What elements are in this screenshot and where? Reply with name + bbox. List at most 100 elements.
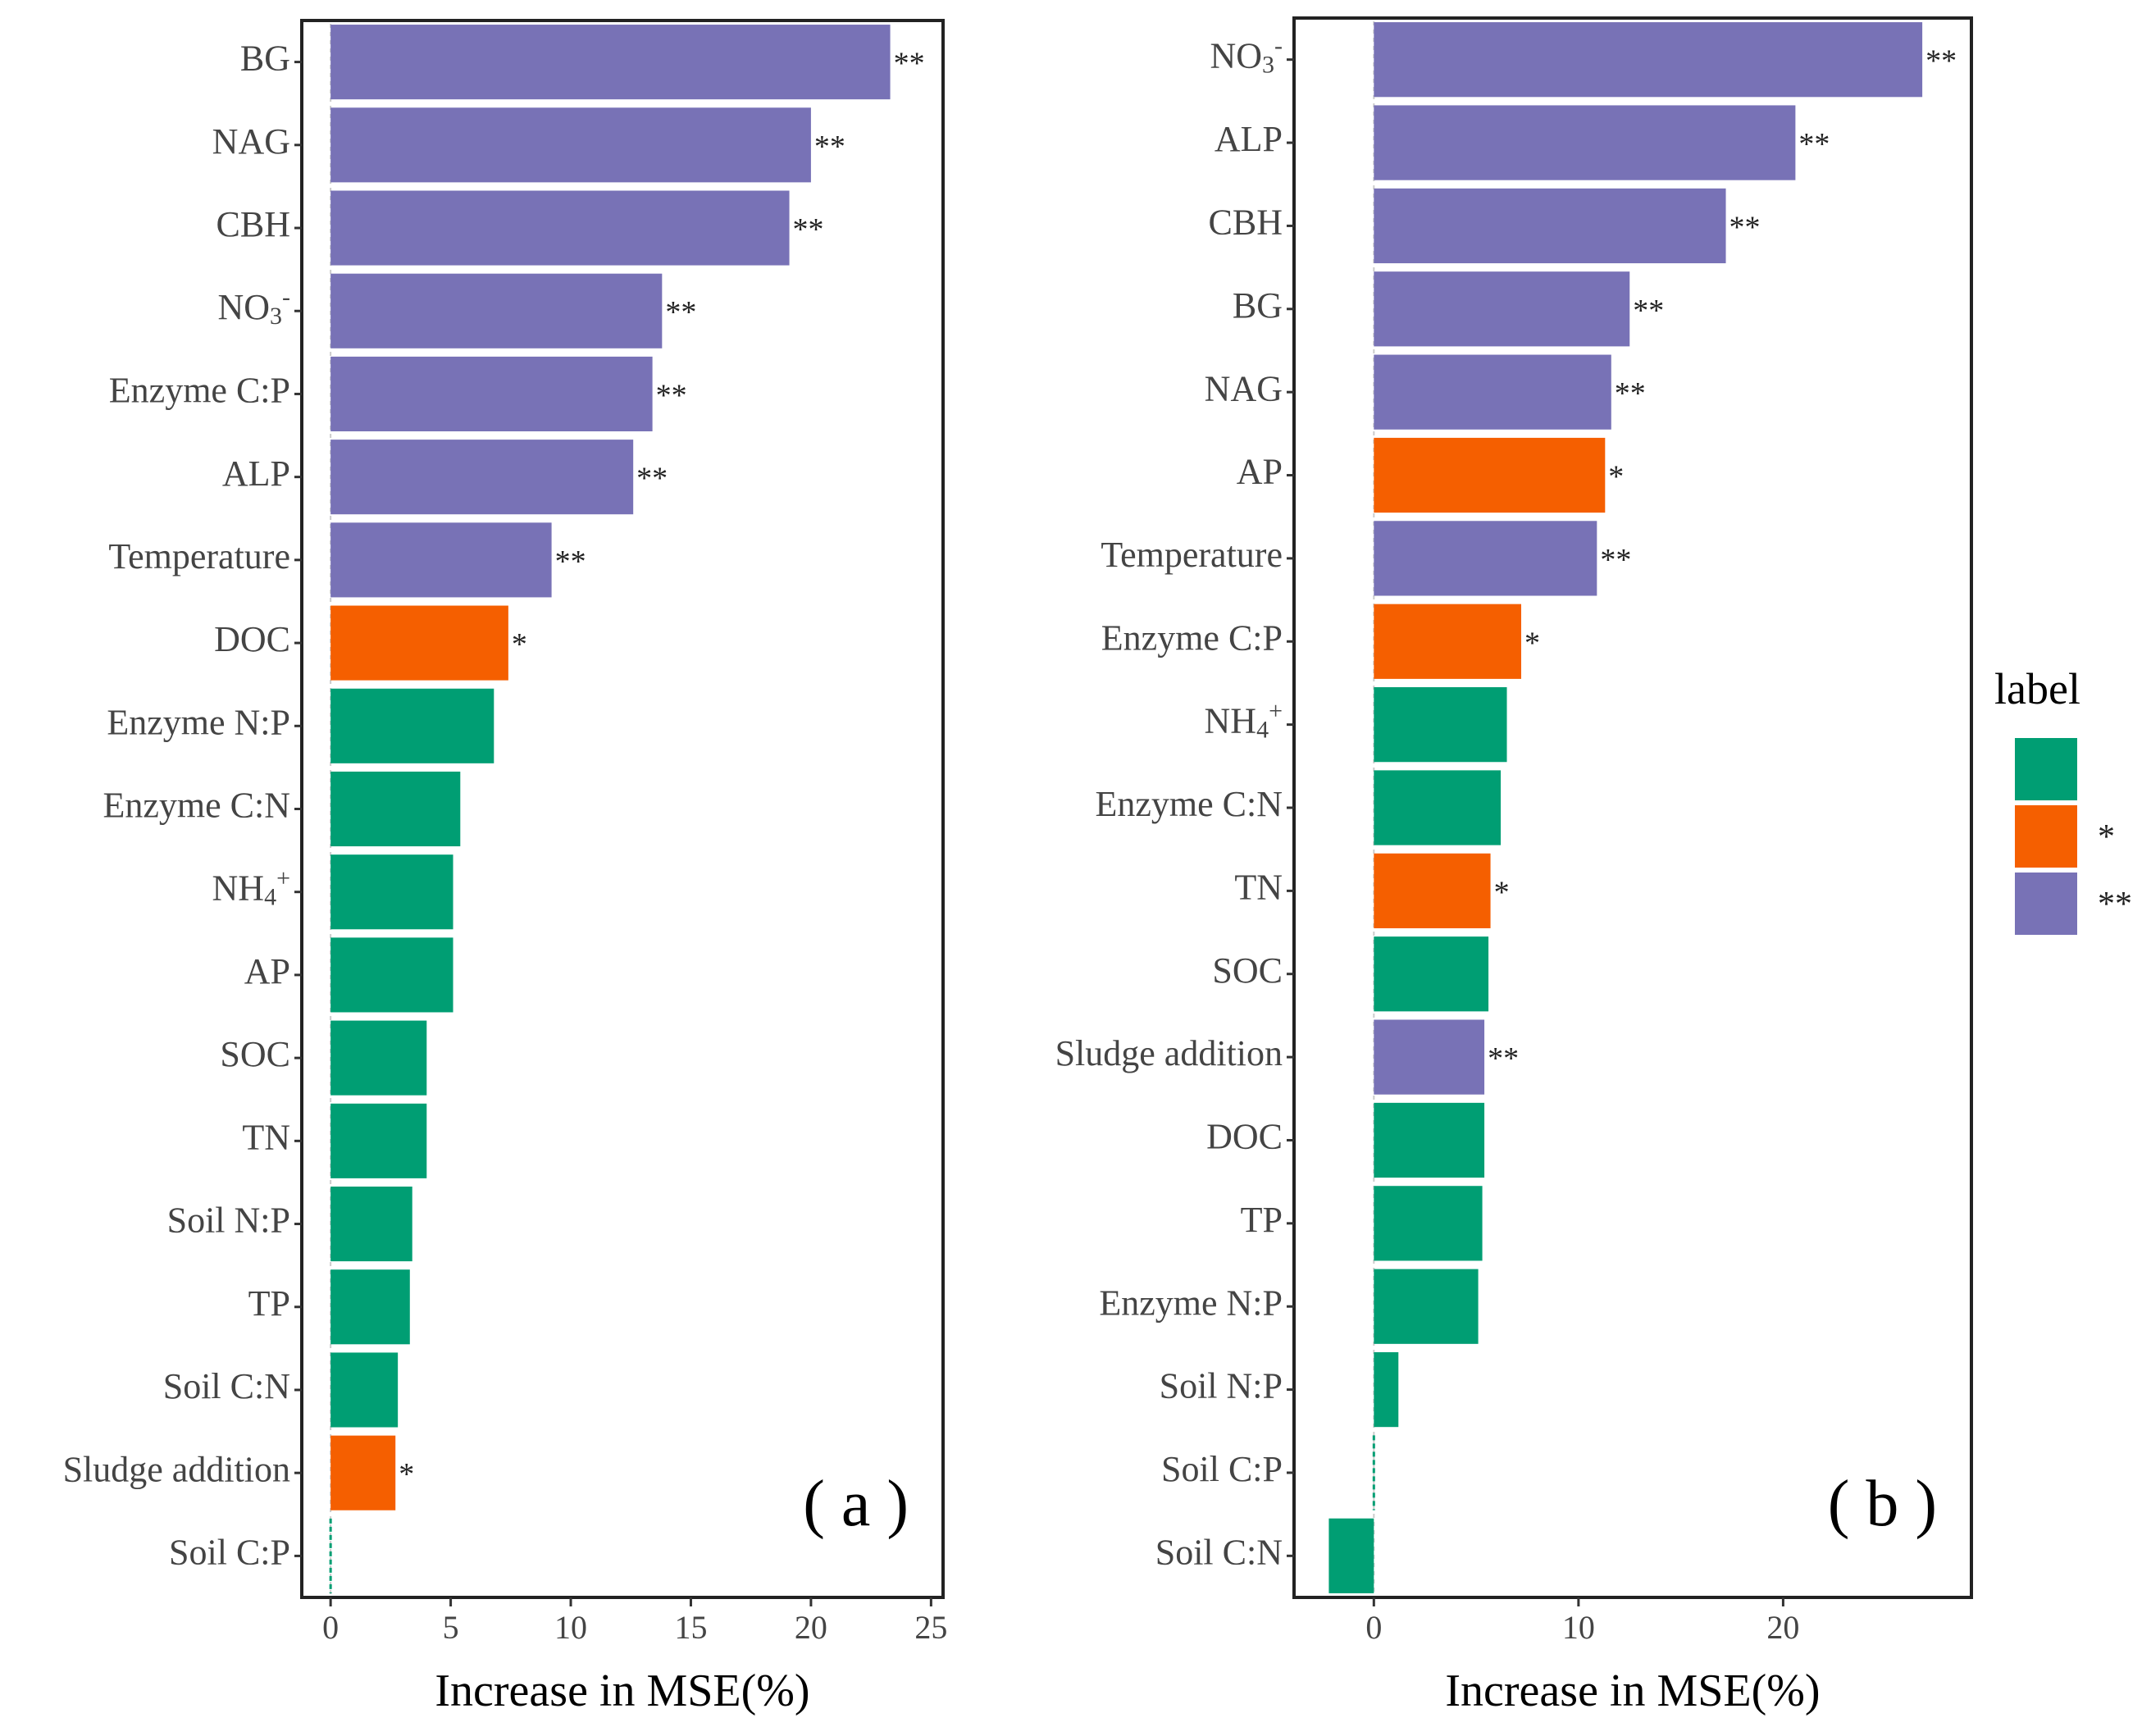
bar-a-bg [330,25,891,100]
sig-label-b-no3: ** [1925,44,1957,79]
sig-label-a-nag: ** [814,130,845,164]
bar-a-enzyme-n-p [330,688,494,763]
xtick-label-a-15: 15 [674,1609,707,1646]
xtick-label-a-20: 20 [795,1609,827,1646]
category-label-b-enzyme-c-n: Enzyme C:N [1095,784,1283,824]
legend: label * ** [1994,664,2132,935]
sig-label-b-temperature: ** [1600,543,1631,577]
bar-a-temperature [330,522,552,598]
bar-b-soil-n-p [1374,1351,1399,1428]
category-label-a-soil-n-p: Soil N:P [167,1201,290,1241]
sig-label-b-alp: ** [1798,127,1830,162]
x-axis-title-b: Increase in MSE(%) [1445,1665,1820,1716]
bar-a-ap [330,937,453,1013]
category-label-b-ap: AP [1237,452,1283,492]
category-label-b-doc: DOC [1206,1117,1283,1157]
category-label-b-tn: TN [1234,867,1283,907]
bar-b-ap [1374,437,1606,513]
sig-label-a-temperature: ** [555,544,586,579]
bar-a-enzyme-c-n [330,771,461,847]
legend-label-one-star: * [2098,818,2115,856]
category-label-a-soc: SOC [220,1034,290,1074]
bar-a-no3 [330,273,663,349]
bar-b-doc [1374,1102,1485,1178]
bar-a-soil-n-p [330,1187,412,1262]
category-label-b-soil-c-p: Soil C:P [1161,1449,1283,1489]
sig-label-a-cbh: ** [793,212,824,247]
xtick-label-b-10: 10 [1562,1609,1595,1646]
legend-title: label [1994,664,2080,713]
x-axis-title-a: Increase in MSE(%) [435,1665,809,1716]
xtick-label-a-25: 25 [914,1609,947,1646]
category-label-b-tp: TP [1241,1200,1283,1240]
category-label-a-no3: NO3- [217,285,290,330]
bar-a-nh4 [330,854,453,930]
legend-label-two-star: ** [2098,886,2132,923]
legend-swatch-none [2015,738,2077,800]
sig-label-b-nag: ** [1615,376,1646,411]
bar-b-bg [1374,271,1630,347]
bar-a-soil-c-n [330,1352,399,1428]
category-label-a-nag: NAG [212,121,290,162]
category-label-a-doc: DOC [214,619,290,659]
sig-label-a-enzyme-c-p: ** [656,378,687,412]
bar-b-soc [1374,936,1489,1012]
category-label-b-soil-c-n: Soil C:N [1155,1532,1283,1572]
category-label-b-nh4: NH4+ [1205,698,1283,744]
bar-a-enzyme-c-p [330,356,653,431]
bar-a-cbh [330,190,790,266]
category-label-b-soc: SOC [1212,950,1283,991]
category-label-b-enzyme-n-p: Enzyme N:P [1099,1283,1283,1323]
category-label-a-soil-c-p: Soil C:P [169,1532,290,1572]
bar-b-soil-c-n [1328,1518,1374,1593]
panel-b: **NO3-**ALP**CBH**BG**NAG*AP**Temperatur… [1055,16,1973,1716]
bar-a-alp [330,440,634,515]
bar-a-soc [330,1020,427,1096]
category-label-a-enzyme-c-n: Enzyme C:N [103,786,290,826]
bar-a-doc [330,605,508,681]
bar-a-tn [330,1103,427,1178]
sig-label-a-sludge-addition: * [399,1457,414,1492]
panel-label-b: ( b ) [1828,1468,1937,1540]
sig-label-b-enzyme-c-p: * [1524,626,1540,660]
category-label-a-tp: TP [248,1283,290,1324]
category-label-a-bg: BG [240,39,290,79]
category-label-b-soil-n-p: Soil N:P [1160,1366,1283,1406]
category-label-a-sludge-addition: Sludge addition [63,1449,290,1489]
bar-b-nh4 [1374,687,1507,763]
category-label-a-enzyme-n-p: Enzyme N:P [107,702,290,742]
sig-label-b-ap: * [1608,460,1624,494]
bar-b-no3 [1374,22,1923,98]
category-label-a-alp: ALP [222,453,290,494]
bar-b-cbh [1374,188,1726,264]
bar-b-alp [1374,105,1796,180]
legend-swatch-two-star [2015,873,2077,935]
bar-b-temperature [1374,521,1597,596]
category-label-b-enzyme-c-p: Enzyme C:P [1101,617,1283,658]
category-label-a-cbh: CBH [216,204,290,244]
category-label-b-temperature: Temperature [1101,535,1283,575]
sig-label-a-bg: ** [894,47,925,81]
category-label-b-cbh: CBH [1209,203,1283,243]
bar-b-enzyme-c-p [1374,604,1521,679]
category-label-b-no3: NO3- [1210,33,1283,79]
sig-label-a-no3: ** [665,295,696,330]
category-label-a-soil-c-n: Soil C:N [163,1366,290,1406]
xtick-label-a-0: 0 [322,1609,339,1646]
category-label-a-enzyme-c-p: Enzyme C:P [109,371,290,411]
sig-label-b-tn: * [1494,875,1510,909]
category-label-a-nh4: NH4+ [212,865,290,911]
bar-b-enzyme-n-p [1374,1269,1479,1344]
sig-label-b-bg: ** [1633,294,1664,328]
sig-label-a-alp: ** [636,462,668,496]
bar-a-tp [330,1269,410,1345]
category-label-a-temperature: Temperature [108,536,290,576]
bar-b-tn [1374,853,1491,928]
xtick-label-a-5: 5 [443,1609,459,1646]
sig-label-b-cbh: ** [1729,210,1761,244]
sig-label-b-sludge-addition: ** [1488,1041,1519,1076]
category-label-b-bg: BG [1233,285,1283,326]
category-label-b-sludge-addition: Sludge addition [1055,1033,1283,1073]
panel-a: ** BG ** NAG ** CBH ** NO3- ** Enzyme C:P ** ALP ** T… [63,19,947,1716]
